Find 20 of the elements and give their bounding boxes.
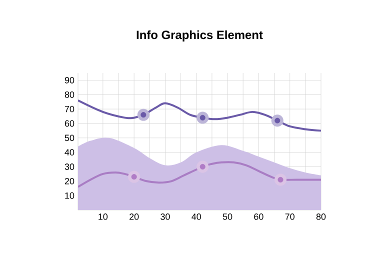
line-series	[78, 160, 321, 188]
x-tick-label: 10	[98, 214, 108, 220]
x-tick-label: 70	[285, 214, 294, 220]
line-series	[78, 99, 321, 132]
chart-title: Info Graphics Element	[136, 30, 263, 42]
x-tick-label: 40	[192, 214, 202, 220]
y-tick-label: 50	[64, 134, 74, 142]
y-tick-label: 20	[64, 178, 74, 184]
y-tick-label: 80	[64, 91, 74, 98]
y-tick-label: 10	[65, 192, 74, 199]
x-tick-label: 80	[316, 214, 326, 220]
y-tick-label: 90	[64, 77, 74, 84]
y-tick-label: 60	[64, 120, 74, 127]
y-tick-label: 30	[64, 164, 74, 170]
x-tick-label: 30	[160, 214, 170, 220]
x-tick-label: 20	[130, 214, 139, 220]
y-tick-label: 70	[64, 106, 74, 112]
x-tick-label: 60	[254, 214, 264, 220]
y-tick-label: 40	[64, 149, 74, 156]
x-tick-label: 50	[222, 214, 232, 220]
